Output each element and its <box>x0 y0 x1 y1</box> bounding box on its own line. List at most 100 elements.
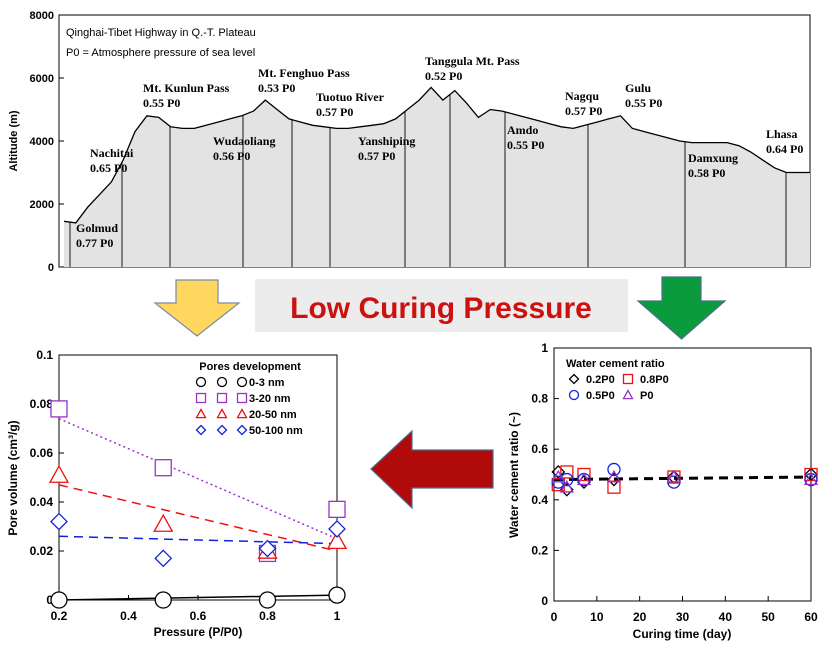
wc-data-point <box>803 472 819 486</box>
station-pressure: 0.65 P0 <box>90 161 127 175</box>
wc-data-point <box>560 472 574 487</box>
station-name: Damxung <box>688 151 738 165</box>
pore-legend-label: 3-20 nm <box>249 393 291 405</box>
station-name: Golmud <box>76 221 118 235</box>
altitude-tick-label: 8000 <box>30 10 54 22</box>
yellow-down-arrow <box>153 279 241 337</box>
altitude-profile-chart: 0 2000 4000 6000 8000 Qinghai-Tibet Highway … <box>8 10 811 274</box>
pore-x-axis-label: Pressure (P/P0) <box>154 625 243 639</box>
station-pressure: 0.57 P0 <box>565 104 602 118</box>
red-left-arrow <box>370 429 494 510</box>
station-markers <box>69 94 787 267</box>
pore-data-point <box>48 464 70 483</box>
pore-y-axis-label: Pore volume (cm³/g) <box>6 420 20 535</box>
station-name: Mt. Fenghuo Pass <box>258 66 350 80</box>
wc-legend: 0.2P0 0.8P0 0.5P0 P0 <box>568 373 669 402</box>
legend-marker <box>195 408 207 419</box>
altitude-chart-title: Qinghai-Tibet Highway in Q.-T. Plateau <box>66 27 256 39</box>
pore-legend-label: 0-3 nm <box>249 377 285 389</box>
station-pressure: 0.64 P0 <box>766 142 803 156</box>
legend-marker <box>236 392 248 404</box>
pore-y-tick-label: 0.1 <box>36 348 53 362</box>
station-name: Tuotuo River <box>316 90 385 104</box>
legend-marker <box>195 392 207 404</box>
wc-trend-line <box>553 475 812 482</box>
station-name: Mt. Kunlun Pass <box>143 81 230 95</box>
wc-trend-line <box>553 475 812 482</box>
wc-data-point <box>577 467 591 482</box>
legend-marker <box>568 373 580 385</box>
pore-axes: 0.2 0.4 0.6 0.8 1 0 0.02 0.04 0.06 0.08 0.1 <box>30 348 341 623</box>
pore-data-point <box>50 591 68 609</box>
pore-data-point <box>154 459 172 477</box>
legend-marker <box>216 376 228 388</box>
station-name: Lhasa <box>766 127 797 141</box>
altitude-tick-label: 2000 <box>30 199 54 211</box>
wc-data-point <box>607 462 621 477</box>
wc-x-tick-label: 40 <box>719 610 733 624</box>
station-pressure: 0.56 P0 <box>213 149 250 163</box>
banner-background <box>255 279 628 332</box>
wc-data-point <box>804 467 818 482</box>
legend-marker <box>195 424 207 436</box>
pore-data-point <box>328 586 346 604</box>
pore-legend-title: Pores development <box>199 361 301 373</box>
pore-data-point <box>154 549 173 568</box>
station-name: Gulu <box>625 81 651 95</box>
wc-data-point <box>559 479 574 493</box>
pore-x-tick-label: 0.2 <box>51 609 68 623</box>
pore-trend-line <box>58 484 338 552</box>
pore-data-point <box>328 520 346 538</box>
wc-legend-label: P0 <box>640 390 653 402</box>
legend-marker <box>195 376 207 388</box>
wc-x-tick-label: 50 <box>761 610 775 624</box>
green-down-arrow <box>636 276 727 340</box>
pore-data-markers <box>48 400 348 609</box>
pore-data-point <box>50 400 68 418</box>
legend-marker <box>236 424 248 436</box>
altitude-tick-label: 4000 <box>30 136 54 148</box>
wc-plot-frame <box>553 347 812 602</box>
pore-x-tick-label: 0.6 <box>190 609 207 623</box>
pore-y-tick-label: 0 <box>46 593 53 607</box>
altitude-tick-label: 0 <box>48 262 54 274</box>
wc-x-axis-label: Curing time (day) <box>633 627 732 641</box>
wc-y-tick-label: 0.4 <box>531 493 548 507</box>
wc-axes: 0 10 20 30 40 50 60 0 0.2 0.4 0.6 0.8 1 <box>531 341 818 624</box>
station-pressure: 0.77 P0 <box>76 236 113 250</box>
wc-legend-label: 0.8P0 <box>640 374 669 386</box>
wc-data-point <box>606 469 622 483</box>
pore-volume-chart: 0.2 0.4 0.6 0.8 1 0 0.02 0.04 0.06 0.08 0.1 Pores … <box>6 348 348 639</box>
altitude-area <box>64 87 810 268</box>
pore-y-tick-label: 0.08 <box>30 397 54 411</box>
station-name: Tanggula Mt. Pass <box>425 54 520 68</box>
station-pressure: 0.57 P0 <box>316 105 353 119</box>
wc-x-tick-label: 60 <box>804 610 818 624</box>
wc-y-tick-label: 0.6 <box>531 442 548 456</box>
wc-data-point <box>560 465 574 479</box>
pore-y-tick-label: 0.06 <box>30 446 54 460</box>
wc-data-point <box>666 469 682 483</box>
altitude-profile-line <box>63 86 810 224</box>
water-cement-ratio-chart: 0 10 20 30 40 50 60 0 0.2 0.4 0.6 0.8 1 Water cement… <box>507 341 819 641</box>
pore-data-point <box>153 513 174 532</box>
wc-x-tick-label: 0 <box>551 610 558 624</box>
wc-y-axis-label: Water cement ratio (~) <box>507 412 521 538</box>
legend-marker <box>622 373 634 385</box>
pore-y-tick-label: 0.04 <box>30 495 54 509</box>
wc-data-point <box>607 480 621 494</box>
station-pressure: 0.52 P0 <box>425 69 462 83</box>
legend-marker <box>622 389 634 400</box>
wc-legend-label: 0.2P0 <box>586 374 615 386</box>
station-name: Nagqu <box>565 89 599 103</box>
wc-legend-title: Water cement ratio <box>566 358 665 370</box>
altitude-y-axis-label: Altitude (m) <box>8 110 20 171</box>
pore-data-point <box>328 500 346 519</box>
pore-data-point <box>154 591 172 609</box>
pore-data-point <box>50 512 68 531</box>
altitude-tick-label: 6000 <box>30 73 54 85</box>
station-name: Nachitai <box>90 146 134 160</box>
wc-y-tick-label: 1 <box>541 341 548 355</box>
